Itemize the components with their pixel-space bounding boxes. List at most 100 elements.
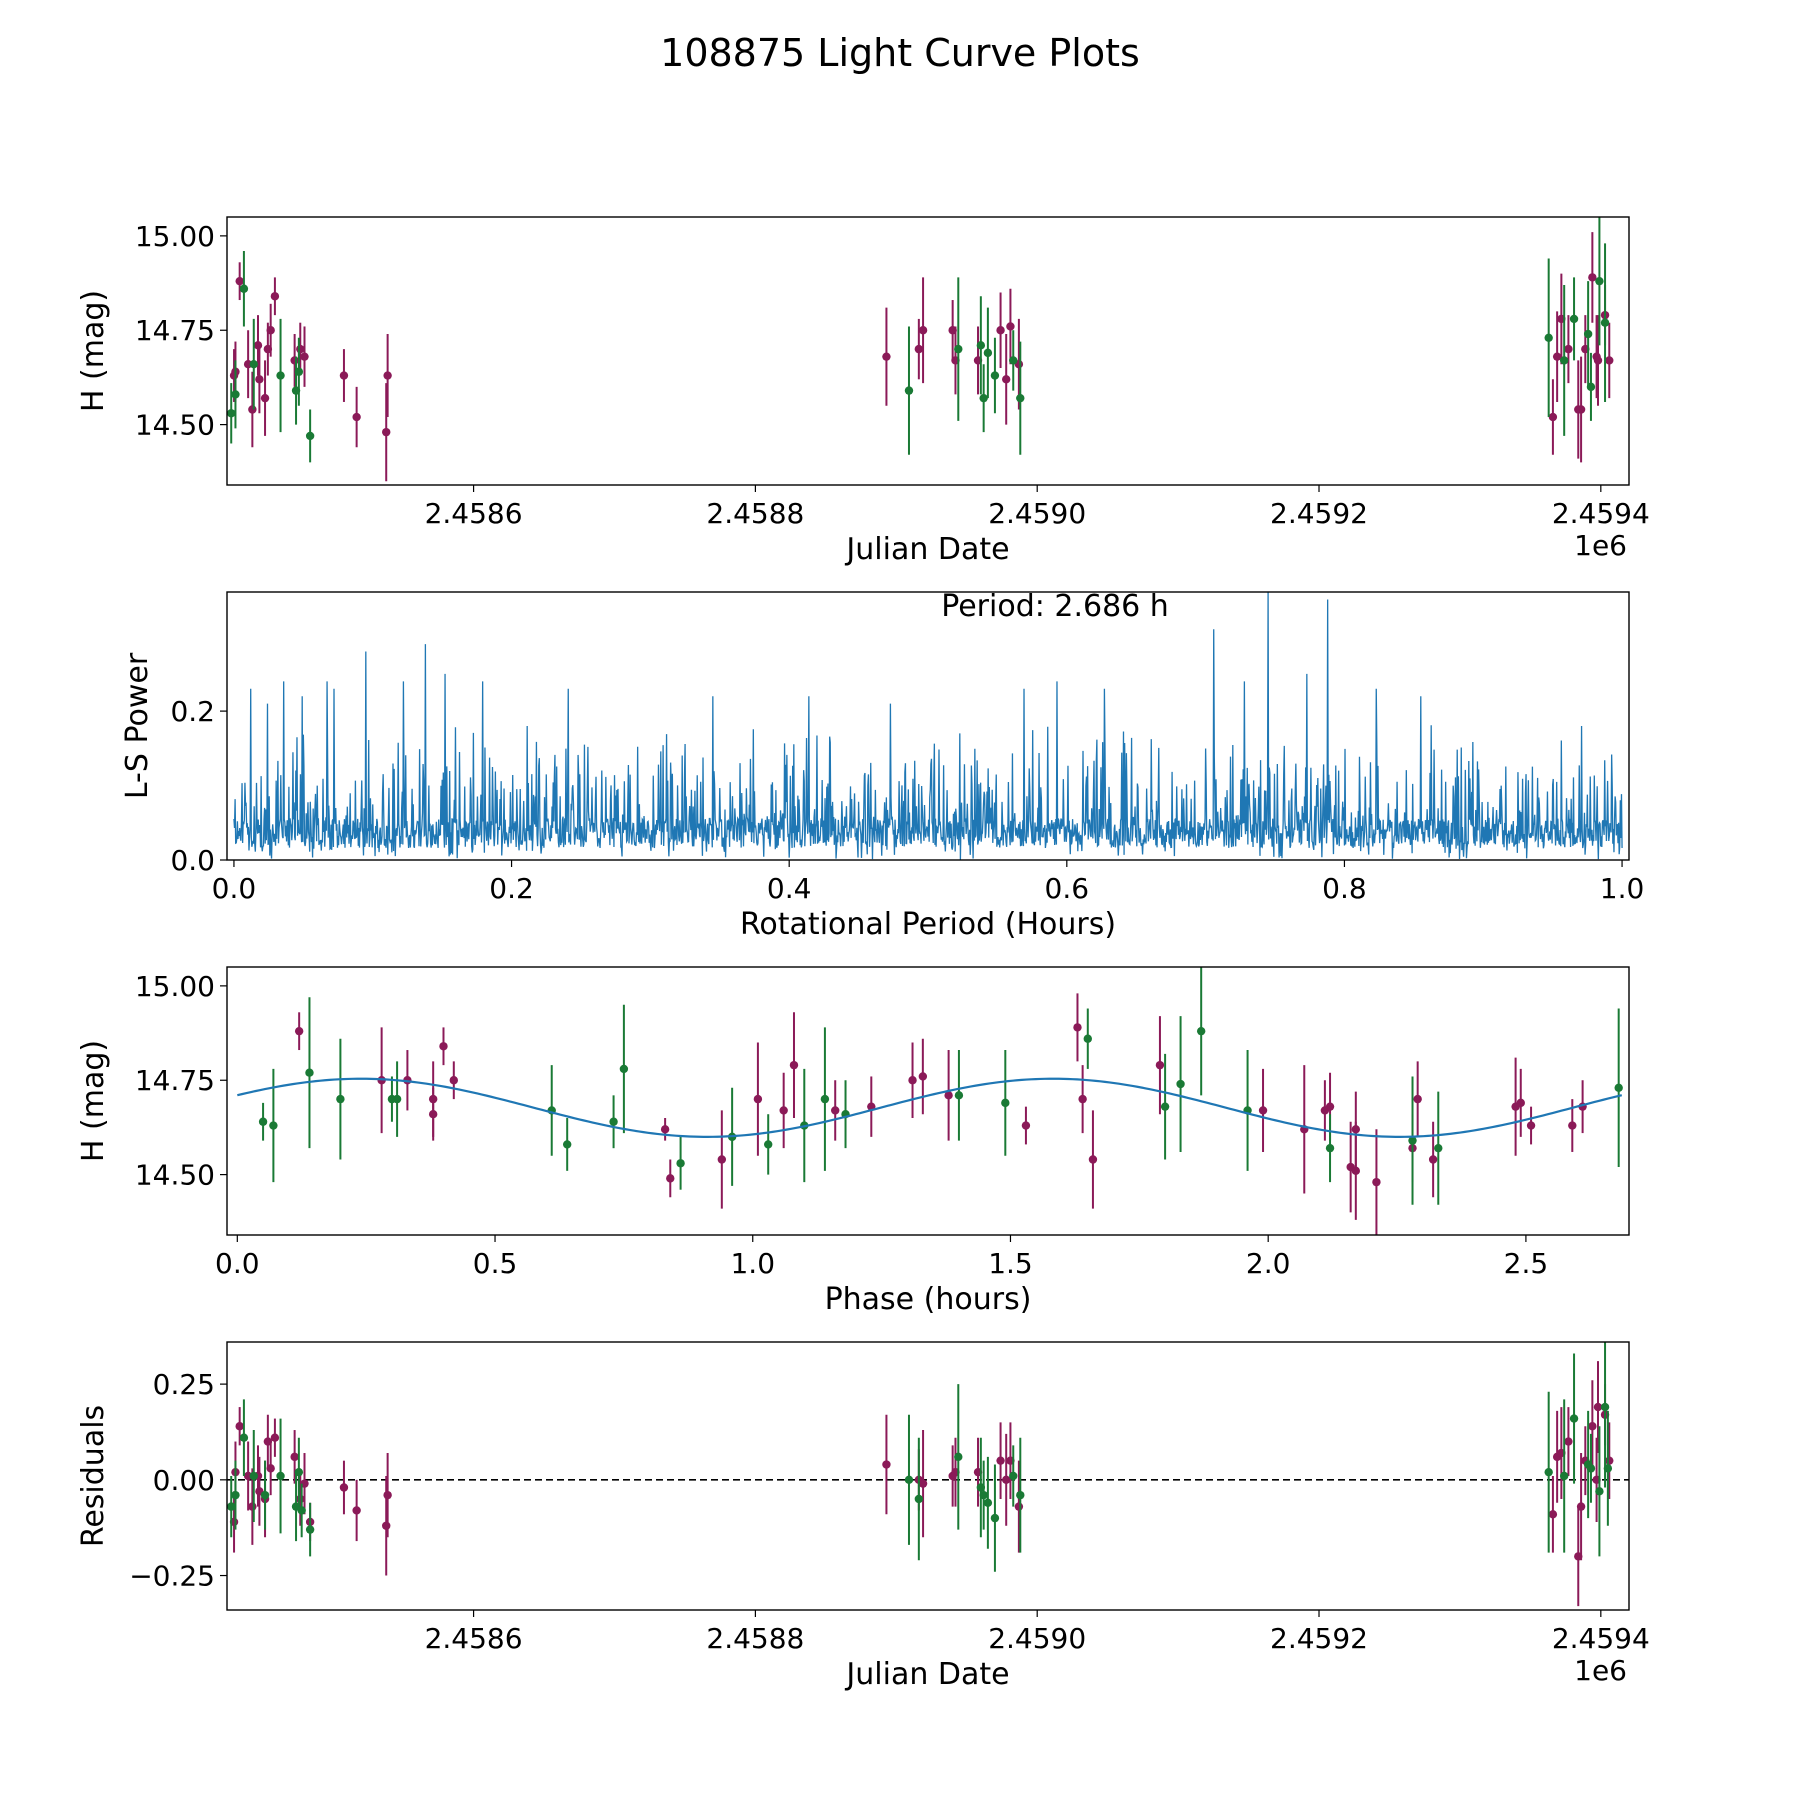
x-tick-label: 2.4594 [1552,497,1650,530]
data-point [676,1159,685,1168]
x-tick-label: 0.2 [489,872,534,905]
data-point [227,1502,236,1511]
data-point [904,1475,914,1485]
residuals-ylabel: Residuals [76,1405,111,1547]
x-tick-label: 2.4592 [1270,1622,1368,1655]
data-point [882,352,891,361]
data-point [1083,1034,1092,1043]
data-point [248,1502,257,1511]
data-point [882,1460,891,1469]
periodogram-xlabel: Rotational Period (Hours) [740,907,1116,942]
data-point [1428,1155,1438,1164]
data-point [248,405,257,414]
data-point [914,344,924,354]
period-annotation: Period: 2.686 h [941,589,1169,624]
data-point [294,1467,304,1477]
model-fit-curve [237,1077,1623,1138]
data-point [918,326,928,335]
residuals-axes-frame [226,1341,1630,1611]
data-point [428,1094,438,1104]
y-tick-label: 0.0 [170,844,215,877]
data-point [1586,382,1596,392]
lightcurve-offset-label: 1e6 [1574,529,1627,562]
data-point [249,1471,258,1481]
data-point [1526,1121,1536,1130]
data-point [1605,1456,1614,1465]
data-point [235,276,244,286]
y-tick-label: 0.2 [170,695,215,728]
data-point [1559,1471,1569,1481]
phased-xlabel: Phase (hours) [825,1282,1032,1317]
data-point [276,371,285,380]
x-tick-label: 0.5 [473,1247,518,1280]
periodogram-ylabel: L-S Power [120,652,155,799]
data-point [294,367,304,376]
data-point [954,344,963,354]
data-point [339,1483,349,1492]
data-point [1021,1121,1031,1130]
data-point [1544,1467,1553,1477]
y-tick-label: 0.25 [153,1368,215,1401]
residuals-xlabel: Julian Date [844,1657,1009,1692]
data-point [1588,273,1597,282]
x-tick-label: 2.4592 [1270,497,1368,530]
data-point [1009,1471,1018,1481]
data-point [235,1422,244,1431]
phased-ylabel: H (mag) [76,1040,111,1162]
data-point [1160,1102,1170,1111]
data-point [954,1091,964,1100]
periodogram-axes-frame [226,591,1630,861]
data-point [305,431,315,441]
x-tick-label: 2.4588 [706,1622,804,1655]
ls-power-line [233,592,1623,860]
x-tick-label: 1.5 [988,1247,1033,1280]
data-point [1001,1098,1010,1108]
x-tick-label: 1.0 [1600,872,1645,905]
data-point [1434,1143,1443,1153]
phased-points [237,967,1623,1235]
data-point [255,375,264,384]
data-point [1569,314,1579,324]
data-point [1413,1094,1422,1104]
data-point [1593,1402,1603,1412]
data-point [1372,1177,1381,1187]
data-point [296,1494,305,1504]
data-point [1564,344,1573,354]
lightcurve-points [227,217,1614,482]
data-point [764,1140,773,1149]
data-point [666,1174,675,1183]
data-point [1559,356,1569,365]
data-point [352,1506,361,1515]
data-point [996,326,1005,335]
data-point [266,326,275,335]
data-point [996,1456,1005,1465]
data-point [983,348,993,358]
data-point [983,1498,993,1508]
data-point [260,393,270,403]
x-tick-label: 2.4586 [425,1622,523,1655]
data-point [1548,412,1558,422]
data-point [1516,1098,1525,1108]
lightcurve-xlabel: Julian Date [844,532,1009,567]
data-point [1016,393,1025,403]
x-tick-label: 0.4 [767,872,812,905]
data-point [290,356,299,365]
data-point [305,1068,314,1077]
data-point [1014,1502,1024,1511]
data-point [1016,1490,1025,1500]
data-point [1568,1121,1577,1130]
data-point [1258,1106,1268,1115]
data-point [789,1060,799,1070]
data-point [297,1506,306,1515]
y-tick-label: 15.00 [135,220,215,253]
data-point [1593,356,1603,365]
data-point [1088,1155,1098,1164]
data-point [779,1106,788,1115]
data-point [290,1452,299,1462]
data-point [1351,1125,1361,1134]
data-point [249,360,258,369]
periodogram-series [233,592,1623,860]
data-point [1073,1023,1082,1032]
data-point [270,292,280,301]
data-point [904,386,914,395]
